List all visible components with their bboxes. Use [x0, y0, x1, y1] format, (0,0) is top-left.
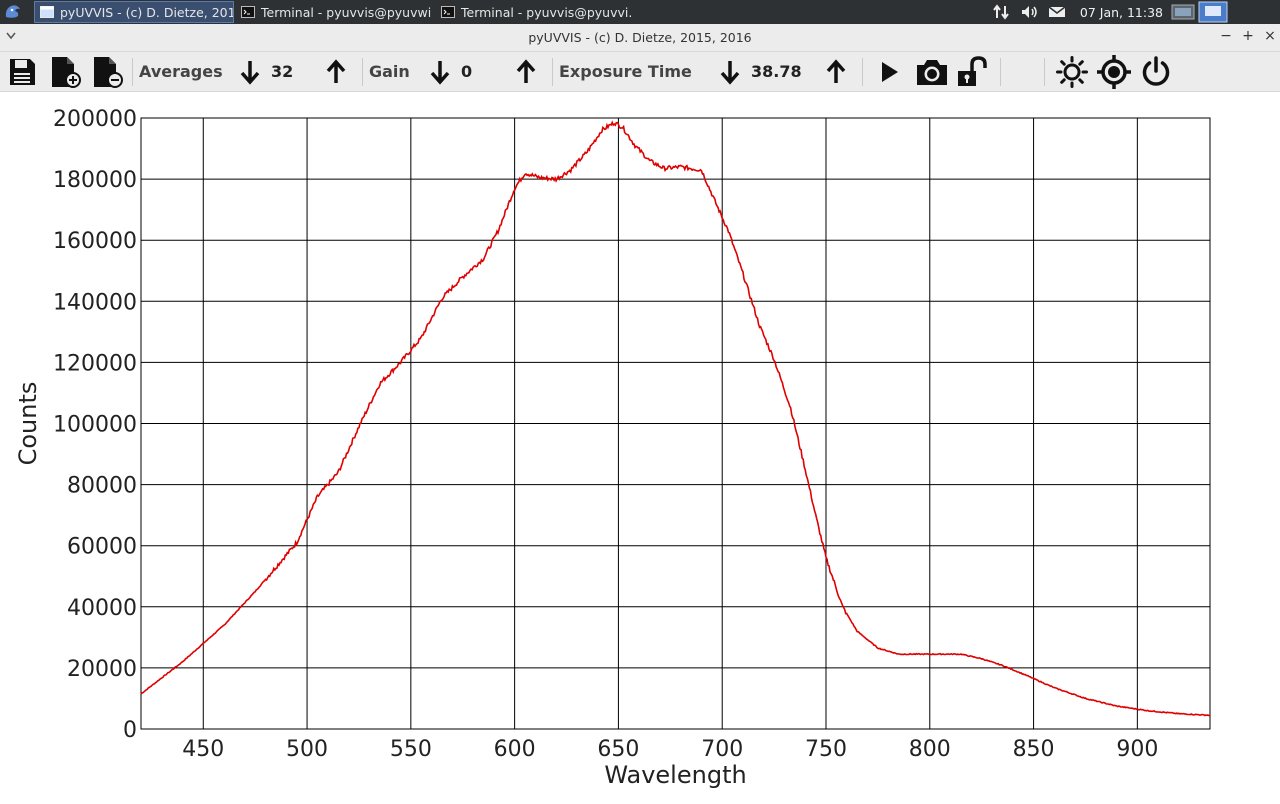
- close-button[interactable]: ×: [1264, 28, 1276, 44]
- toolbar-separator: [1044, 58, 1045, 86]
- y-tick-label: 40000: [67, 596, 137, 621]
- y-tick-label: 140000: [53, 290, 137, 315]
- y-tick-label: 0: [123, 718, 137, 743]
- exposure-time-label: Exposure Time: [559, 62, 692, 81]
- arrow-down-icon: [430, 61, 450, 85]
- y-tick-label: 160000: [53, 229, 137, 254]
- x-tick-label: 800: [909, 737, 951, 762]
- unlock-icon: [958, 56, 987, 86]
- toolbar: Averages 32 Gain 0 Exposure Time 38.78: [0, 52, 1280, 92]
- averages-value: 32: [271, 62, 294, 81]
- save-button[interactable]: [6, 56, 38, 88]
- averages-increase-button[interactable]: [324, 56, 348, 88]
- mail-icon[interactable]: [1048, 5, 1066, 19]
- target-button[interactable]: [1096, 55, 1132, 89]
- plot-grid: [141, 117, 1210, 730]
- spectrum-chart[interactable]: 450 500 550 600 650 700 750 800 850 900 0 20000 400…: [0, 92, 1280, 800]
- spectrum-plot[interactable]: 450 500 550 600 650 700 750 800 850 900 0 20000 400…: [0, 92, 1280, 800]
- play-button[interactable]: [874, 56, 904, 88]
- camera-icon: [917, 60, 947, 85]
- x-tick-label: 600: [494, 737, 536, 762]
- window-titlebar: pyUVVIS - (c) D. Dietze, 2015, 2016 − + …: [0, 24, 1280, 52]
- target-icon: [1097, 55, 1131, 89]
- x-axis-label: Wavelength: [604, 761, 746, 789]
- arrow-up-icon: [826, 59, 846, 83]
- averages-label: Averages: [139, 62, 223, 81]
- x-axis: 450 500 550 600 650 700 750 800 850 900: [182, 737, 1158, 762]
- add-file-button[interactable]: [48, 56, 82, 88]
- arrow-up-icon: [326, 59, 346, 83]
- clock[interactable]: 07 Jan, 11:38: [1079, 4, 1163, 20]
- averages-decrease-button[interactable]: [238, 56, 262, 88]
- task-label: Terminal - pyuvvis@pyuvwi...: [261, 4, 432, 20]
- system-tray: 07 Jan, 11:38: [992, 0, 1280, 24]
- y-axis: 0 20000 40000 60000 80000 100000 120000 140000 1…: [53, 107, 137, 743]
- gain-label: Gain: [369, 62, 410, 81]
- network-icon[interactable]: [992, 4, 1012, 20]
- toolbar-separator: [862, 58, 863, 86]
- power-button[interactable]: [1138, 56, 1174, 88]
- y-tick-label: 60000: [67, 535, 137, 560]
- toolbar-separator: [552, 58, 553, 86]
- y-tick-label: 20000: [67, 657, 137, 682]
- task-terminal-1[interactable]: Terminal - pyuvvis@pyuvwi...: [236, 1, 432, 23]
- workspace-icon[interactable]: [1171, 3, 1195, 21]
- window-menu-icon[interactable]: [6, 32, 16, 40]
- maximize-button[interactable]: +: [1242, 28, 1254, 44]
- x-tick-label: 850: [1013, 737, 1055, 762]
- y-tick-label: 200000: [53, 107, 137, 132]
- y-tick-label: 180000: [53, 168, 137, 193]
- toolbar-separator: [1000, 58, 1001, 86]
- task-terminal-2[interactable]: Terminal - pyuvvis@pyuvvi...: [436, 1, 632, 23]
- arrow-down-icon: [720, 61, 740, 85]
- toolbar-separator: [132, 58, 133, 86]
- add-file-icon: [52, 57, 81, 88]
- taskbar: pyUVVIS - (c) D. Dietze, 201... Terminal…: [0, 0, 1280, 24]
- x-tick-label: 900: [1116, 737, 1158, 762]
- plot-frame: [140, 117, 1211, 730]
- play-icon: [882, 62, 898, 82]
- whisker-menu-icon[interactable]: [3, 3, 23, 21]
- window-title: pyUVVIS - (c) D. Dietze, 2015, 2016: [528, 30, 752, 45]
- window-icon: [40, 6, 54, 18]
- y-tick-label: 120000: [53, 351, 137, 376]
- x-tick-label: 700: [701, 737, 743, 762]
- save-icon: [10, 59, 35, 85]
- x-tick-label: 500: [286, 737, 328, 762]
- lock-button[interactable]: [955, 56, 991, 88]
- task-label: pyUVVIS - (c) D. Dietze, 201...: [60, 4, 234, 20]
- terminal-icon: [441, 6, 455, 18]
- spectrum-line: [140, 120, 1211, 717]
- y-tick-label: 100000: [53, 413, 137, 438]
- exposure-increase-button[interactable]: [824, 56, 848, 88]
- arrow-up-icon: [516, 59, 536, 83]
- brightness-icon: [1056, 56, 1088, 88]
- snapshot-button[interactable]: [913, 56, 951, 88]
- arrow-down-icon: [240, 61, 260, 85]
- task-label: Terminal - pyuvvis@pyuvvi...: [461, 4, 632, 20]
- gain-value: 0: [461, 62, 473, 81]
- y-axis-label: Counts: [14, 382, 42, 466]
- x-tick-label: 550: [390, 737, 432, 762]
- exposure-decrease-button[interactable]: [718, 56, 742, 88]
- remove-file-icon: [94, 57, 123, 88]
- gain-decrease-button[interactable]: [428, 56, 452, 88]
- x-tick-label: 750: [805, 737, 847, 762]
- x-tick-label: 450: [182, 737, 224, 762]
- terminal-icon: [241, 6, 255, 18]
- power-icon: [1142, 56, 1170, 86]
- remove-file-button[interactable]: [90, 56, 124, 88]
- volume-icon[interactable]: [1020, 4, 1040, 20]
- minimize-button[interactable]: −: [1220, 28, 1232, 44]
- brightness-button[interactable]: [1054, 56, 1090, 88]
- task-pyuvvis[interactable]: pyUVVIS - (c) D. Dietze, 201...: [34, 1, 234, 23]
- y-tick-label: 80000: [67, 474, 137, 499]
- exposure-time-value: 38.78: [751, 62, 802, 81]
- gain-increase-button[interactable]: [514, 56, 538, 88]
- workspace-icon[interactable]: [1198, 1, 1228, 23]
- toolbar-separator: [362, 58, 363, 86]
- x-tick-label: 650: [597, 737, 639, 762]
